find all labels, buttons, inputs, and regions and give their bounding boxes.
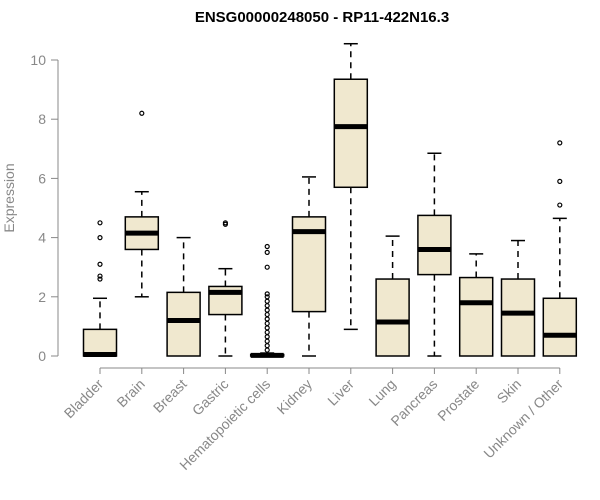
iqr-box [542, 297, 578, 357]
outlier-point [264, 320, 270, 327]
box-hematopoietic-cells [249, 243, 285, 358]
outlier-point [97, 273, 103, 279]
x-tick-label: Bladder [61, 376, 107, 422]
iqr-box [82, 328, 118, 357]
outlier-point [264, 338, 270, 344]
outlier-point [264, 347, 270, 353]
x-tick-label: Brain [113, 376, 147, 410]
box-gastric [208, 220, 243, 357]
box-liver [333, 42, 369, 331]
outlier-point [264, 343, 270, 349]
outlier-point [557, 202, 563, 208]
box-brain [124, 110, 160, 298]
iqr-box [500, 278, 536, 357]
outlier-point [139, 110, 145, 116]
outlier-point [264, 298, 270, 304]
outlier-point [264, 264, 270, 270]
outlier-point [264, 316, 270, 322]
outlier-point [264, 294, 270, 300]
y-tick-label: 8 [38, 111, 46, 127]
y-tick-label: 2 [38, 289, 46, 305]
iqr-box [333, 78, 369, 189]
box-unknown-other [542, 140, 578, 357]
x-tick-label: Kidney [274, 376, 316, 418]
outlier-point [264, 307, 270, 313]
chart-title: ENSG00000248050 - RP11-422N16.3 [195, 9, 449, 26]
outlier-point [97, 261, 103, 267]
box-bladder [82, 220, 118, 358]
outlier-point [97, 276, 103, 282]
outlier-point [97, 235, 103, 241]
x-tick-label: Skin [494, 376, 525, 407]
x-tick-label: Liver [324, 376, 357, 409]
y-tick-label: 4 [38, 230, 46, 246]
box-prostate [458, 253, 494, 357]
y-tick-label: 10 [30, 52, 46, 68]
y-tick-label: 6 [38, 170, 46, 186]
box-kidney [291, 176, 327, 357]
outlier-point [264, 334, 270, 340]
outlier-point [557, 140, 563, 146]
y-tick-label: 0 [38, 348, 46, 364]
x-tick-label: Lung [365, 376, 398, 409]
y-axis-label: Expression [1, 163, 17, 232]
iqr-box [458, 276, 494, 357]
outlier-point [97, 220, 103, 226]
outlier-point [264, 329, 270, 335]
outlier-point [264, 243, 270, 250]
box-skin [500, 239, 536, 357]
outlier-point [557, 178, 563, 184]
x-tick-label: Prostate [434, 376, 482, 424]
box-lung [375, 235, 410, 357]
box-pancreas [417, 152, 452, 357]
outlier-point [264, 311, 270, 318]
iqr-box [417, 214, 452, 276]
outlier-point [264, 303, 270, 309]
outlier-point [264, 291, 270, 297]
outlier-point [264, 325, 270, 331]
x-tick-label: Unknown / Other [480, 376, 566, 462]
boxes-group [82, 42, 578, 358]
outlier-point [222, 220, 228, 226]
iqr-box [166, 291, 201, 357]
box-breast [166, 236, 201, 357]
iqr-box [375, 278, 410, 357]
outlier-point [264, 249, 270, 255]
x-tick-label: Breast [150, 376, 190, 416]
y-axis: 0 2 4 6 8 10 [30, 52, 59, 364]
